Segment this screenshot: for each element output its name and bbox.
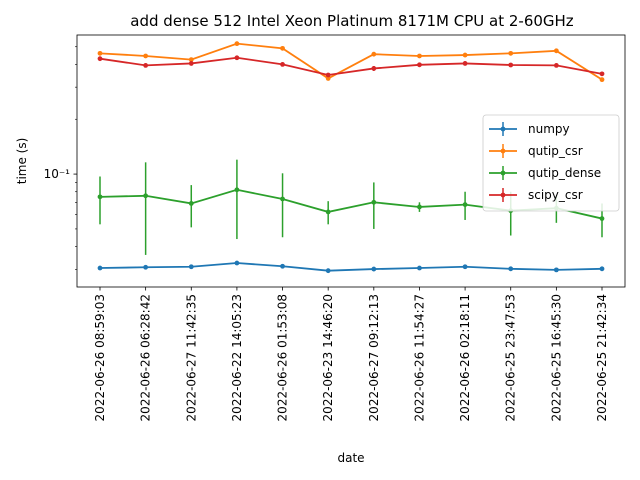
legend-entry-qutip_dense: qutip_dense xyxy=(489,166,601,180)
data-point xyxy=(599,77,605,83)
legend-entry-scipy_csr: scipy_csr xyxy=(489,188,583,202)
data-point xyxy=(553,62,559,68)
data-point xyxy=(97,265,103,271)
legend-label: numpy xyxy=(528,122,570,136)
x-tick-label: 2022-06-25 16:45:30 xyxy=(549,294,563,421)
x-tick-label: 2022-06-27 09:12:13 xyxy=(367,294,381,421)
data-point xyxy=(234,55,240,61)
data-point xyxy=(280,263,285,269)
x-axis-ticks: 2022-06-26 08:59:03 2022-06-26 06:28:42 20… xyxy=(93,287,609,421)
data-point xyxy=(188,61,194,66)
legend-marker xyxy=(500,170,506,176)
legend-marker xyxy=(500,192,506,198)
data-point xyxy=(599,216,605,221)
legend-entry-qutip_csr: qutip_csr xyxy=(489,144,583,158)
data-point xyxy=(234,187,240,193)
y-tick-label: 10⁻¹ xyxy=(44,167,71,181)
data-point xyxy=(599,266,605,272)
data-point xyxy=(143,193,149,199)
x-tick-label: 2022-06-22 14:05:23 xyxy=(230,294,244,421)
data-point xyxy=(325,209,331,215)
legend-label: qutip_csr xyxy=(528,144,583,158)
x-tick-label: 2022-06-26 11:54:27 xyxy=(412,294,426,421)
data-point xyxy=(143,53,149,59)
data-point xyxy=(371,266,377,272)
series-line xyxy=(99,42,603,81)
legend-entry-numpy: numpy xyxy=(489,122,570,136)
x-tick-label: 2022-06-25 23:47:53 xyxy=(504,294,518,421)
data-point xyxy=(280,196,285,202)
data-point xyxy=(325,76,331,81)
data-point xyxy=(462,52,468,58)
data-point xyxy=(371,66,377,71)
data-point xyxy=(417,204,422,210)
series-qutip_csr xyxy=(97,41,605,83)
legend-label: qutip_dense xyxy=(528,166,601,180)
data-point xyxy=(417,62,422,68)
y-axis-label: time (s) xyxy=(15,138,29,185)
data-point xyxy=(188,57,194,63)
legend-label: scipy_csr xyxy=(528,188,583,202)
data-point xyxy=(325,72,331,78)
data-point xyxy=(234,41,240,47)
data-point xyxy=(417,265,422,271)
series-line xyxy=(99,262,603,272)
series-numpy xyxy=(97,260,605,274)
legend: numpy qutip_csr qutip_dense scipy_csr xyxy=(482,114,620,212)
legend-marker xyxy=(500,126,506,132)
data-point xyxy=(462,61,468,66)
chart-title: add dense 512 Intel Xeon Platinum 8171M … xyxy=(130,12,574,30)
data-point xyxy=(599,71,605,77)
data-point xyxy=(234,260,240,266)
data-point xyxy=(280,45,285,51)
data-point xyxy=(143,62,149,68)
x-tick-label: 2022-06-26 08:59:03 xyxy=(93,294,107,421)
legend-marker xyxy=(500,148,506,154)
y-axis-ticks: 10⁻¹ xyxy=(44,46,77,270)
data-point xyxy=(97,50,103,56)
data-point xyxy=(371,199,377,205)
data-point xyxy=(417,53,422,59)
data-point xyxy=(280,61,285,67)
data-point xyxy=(508,50,514,56)
x-tick-label: 2022-06-26 06:28:42 xyxy=(139,294,153,421)
data-point xyxy=(97,194,103,200)
data-point xyxy=(462,202,468,207)
data-point xyxy=(97,56,103,62)
data-point xyxy=(371,51,377,57)
data-point xyxy=(188,201,194,206)
data-point xyxy=(553,267,559,273)
data-point xyxy=(462,264,468,270)
x-tick-label: 2022-06-27 11:42:35 xyxy=(184,294,198,421)
x-tick-label: 2022-06-25 21:42:34 xyxy=(595,294,609,421)
data-point xyxy=(325,268,331,274)
data-point xyxy=(143,264,149,270)
series-scipy_csr xyxy=(97,55,605,78)
data-point xyxy=(508,266,514,272)
x-tick-label: 2022-06-26 02:18:11 xyxy=(458,294,472,421)
data-point xyxy=(188,264,194,270)
data-point xyxy=(553,48,559,54)
x-axis-label: date xyxy=(337,451,364,465)
series-line xyxy=(99,56,603,76)
x-tick-label: 2022-06-26 01:53:08 xyxy=(276,294,290,421)
data-point xyxy=(508,62,514,68)
x-tick-label: 2022-06-23 14:46:20 xyxy=(321,294,335,421)
legend-box xyxy=(482,114,620,212)
